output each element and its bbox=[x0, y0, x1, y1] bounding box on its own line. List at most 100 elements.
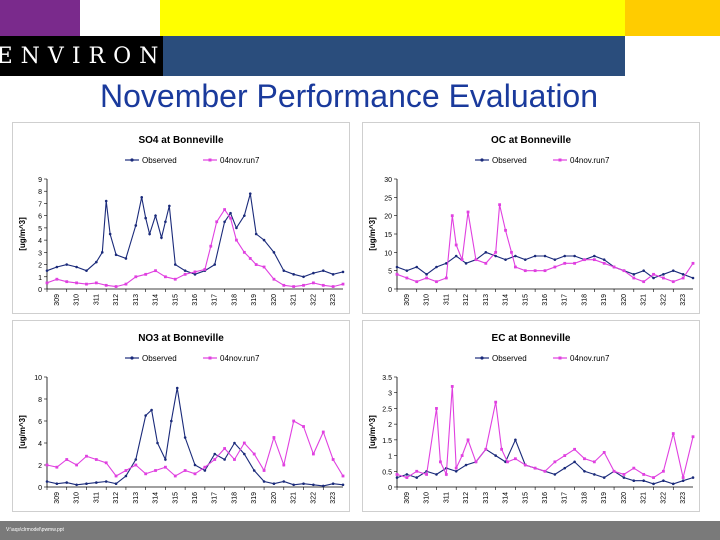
series-line bbox=[46, 208, 344, 288]
x-tick-label: 323 bbox=[680, 492, 687, 504]
data-point bbox=[114, 474, 118, 478]
data-point bbox=[652, 476, 655, 479]
data-point bbox=[292, 273, 295, 276]
data-point bbox=[405, 276, 409, 280]
data-point bbox=[331, 273, 335, 276]
chart-grid: SO4 at Bonneville Observed 04nov.run7 0 1 2 3 4… bbox=[12, 122, 708, 518]
data-point bbox=[254, 232, 258, 236]
data-point bbox=[444, 276, 448, 280]
x-tick-label: 320 bbox=[621, 294, 628, 306]
x-tick-label: 317 bbox=[212, 492, 219, 504]
data-point bbox=[144, 472, 148, 476]
data-point bbox=[312, 452, 315, 456]
legend-marker bbox=[558, 158, 562, 162]
data-point bbox=[75, 265, 78, 269]
chart-panel-ec: EC at Bonneville Observed 04nov.run7 0 0.5 1 1… bbox=[362, 320, 700, 512]
data-point bbox=[671, 482, 675, 486]
data-point bbox=[691, 435, 695, 439]
data-point bbox=[95, 481, 98, 484]
data-point bbox=[85, 282, 88, 286]
legend-marker bbox=[208, 158, 212, 162]
data-point bbox=[602, 258, 606, 261]
chart-panel-no3: NO3 at Bonneville Observed 04nov.run7 0 2 4 6 8… bbox=[12, 320, 350, 512]
x-tick-label: 321 bbox=[291, 294, 298, 306]
y-tick-label: 2 bbox=[38, 263, 42, 270]
legend-label: 04nov.run7 bbox=[220, 354, 260, 363]
data-point bbox=[45, 480, 49, 483]
x-tick-label: 314 bbox=[503, 492, 510, 504]
data-point bbox=[602, 451, 606, 454]
data-point bbox=[450, 385, 454, 388]
data-point bbox=[543, 469, 547, 473]
y-tick-label: 1.5 bbox=[382, 438, 392, 445]
data-point bbox=[632, 466, 636, 470]
data-point bbox=[445, 262, 448, 265]
data-point bbox=[173, 474, 177, 478]
purple-block bbox=[0, 0, 80, 36]
data-point bbox=[331, 285, 335, 288]
data-point bbox=[282, 480, 286, 483]
data-point bbox=[450, 214, 454, 218]
x-tick-label: 319 bbox=[601, 492, 608, 504]
data-point bbox=[164, 465, 167, 469]
data-point bbox=[252, 469, 256, 472]
data-point bbox=[55, 482, 59, 485]
yellow-block bbox=[160, 0, 625, 36]
data-point bbox=[45, 269, 49, 272]
chart-svg: EC at Bonneville Observed 04nov.run7 0 0.5 1 1… bbox=[368, 333, 695, 504]
x-tick-label: 315 bbox=[522, 294, 529, 306]
chart-svg: SO4 at Bonneville Observed 04nov.run7 0 1 2 3 4… bbox=[18, 135, 345, 306]
data-point bbox=[154, 469, 157, 472]
data-point bbox=[100, 251, 104, 254]
data-point bbox=[193, 472, 197, 476]
data-point bbox=[156, 441, 159, 445]
y-tick-label: 0 bbox=[388, 287, 392, 294]
data-point bbox=[193, 463, 197, 467]
data-point bbox=[215, 220, 219, 224]
data-point bbox=[460, 454, 464, 457]
data-point bbox=[691, 261, 695, 265]
data-point bbox=[474, 258, 478, 262]
chart-svg: NO3 at Bonneville Observed 04nov.run7 0 2 4 6 8… bbox=[18, 333, 345, 504]
x-tick-label: 311 bbox=[443, 492, 450, 503]
legend-marker bbox=[208, 356, 212, 360]
data-point bbox=[233, 458, 236, 461]
data-point bbox=[272, 482, 276, 485]
x-tick-label: 313 bbox=[483, 492, 490, 504]
data-point bbox=[439, 460, 442, 464]
data-point bbox=[494, 250, 498, 254]
x-tick-label: 310 bbox=[424, 294, 431, 306]
data-point bbox=[331, 482, 335, 485]
y-tick-label: 0.5 bbox=[382, 469, 392, 476]
y-tick-label: 3 bbox=[388, 391, 392, 398]
data-point bbox=[331, 458, 335, 461]
x-tick-label: 309 bbox=[54, 294, 61, 306]
data-point bbox=[124, 257, 128, 260]
data-point bbox=[415, 469, 419, 473]
data-point bbox=[312, 483, 315, 487]
data-point bbox=[164, 275, 167, 279]
data-point bbox=[124, 469, 128, 472]
data-point bbox=[553, 473, 557, 476]
chart-legend: Observed 04nov.run7 bbox=[125, 156, 260, 165]
data-point bbox=[395, 476, 399, 479]
y-tick-label: 1 bbox=[38, 275, 42, 282]
data-point bbox=[573, 447, 576, 451]
legend-label: Observed bbox=[142, 354, 177, 363]
y-tick-label: 7 bbox=[38, 201, 42, 208]
data-point bbox=[563, 466, 567, 470]
x-tick-label: 321 bbox=[641, 492, 648, 504]
y-tick-label: 6 bbox=[38, 419, 42, 426]
data-point bbox=[124, 474, 128, 478]
x-tick-label: 319 bbox=[251, 492, 258, 504]
x-tick-label: 321 bbox=[291, 492, 298, 504]
data-point bbox=[55, 265, 59, 269]
data-point bbox=[209, 244, 213, 248]
data-point bbox=[523, 269, 527, 273]
data-point bbox=[652, 272, 655, 276]
data-point bbox=[652, 482, 655, 486]
y-tick-label: 10 bbox=[34, 375, 42, 382]
data-point bbox=[150, 408, 153, 412]
legend-marker bbox=[130, 158, 134, 162]
x-tick-label: 309 bbox=[404, 492, 411, 504]
